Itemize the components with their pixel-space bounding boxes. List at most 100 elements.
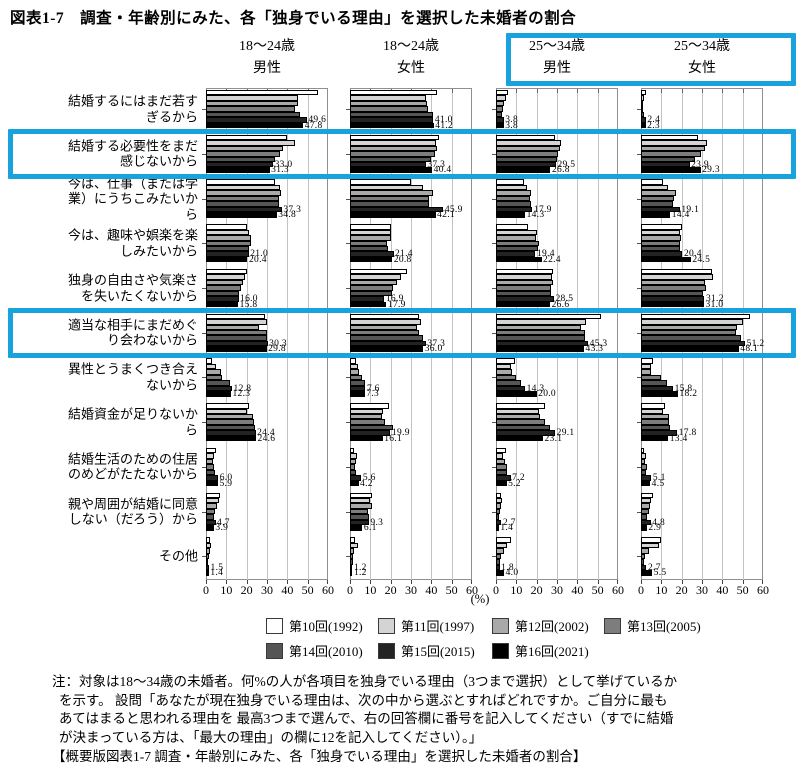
row-tick bbox=[346, 109, 350, 111]
bar-第14回(2010) bbox=[206, 469, 216, 476]
bar-第10回(1992) bbox=[496, 537, 512, 543]
axis-tick-label: 30 bbox=[261, 583, 273, 598]
bar-value-label: 45.3 bbox=[589, 338, 608, 349]
bar-第14回(2010) bbox=[496, 246, 538, 252]
bar-第10回(1992) bbox=[206, 90, 318, 96]
bar-第12回(2002) bbox=[206, 324, 259, 331]
panel-header-25-34-male: 25～34歳 男性 bbox=[495, 36, 619, 80]
legend-item: 第15回(2015) bbox=[378, 643, 488, 661]
bar-第14回(2010) bbox=[496, 469, 508, 476]
bar-value-label: 16.1 bbox=[384, 433, 403, 444]
bar-第13回(2005) bbox=[641, 240, 680, 247]
bar-第11回(1997) bbox=[350, 408, 383, 415]
note-line-4: が決まっている方は、「最大の理由」の欄に12を記入してください）。」 bbox=[59, 730, 483, 746]
bar-第15回(2015) bbox=[350, 519, 369, 526]
bar-value-label: 5.9 bbox=[219, 478, 233, 489]
bar-第11回(1997) bbox=[350, 363, 359, 370]
bar-第11回(1997) bbox=[206, 95, 298, 101]
bar-第12回(2002) bbox=[641, 458, 646, 465]
note-line-3: あてはまると思われる理由を 最高3つまで選んで、右の回答欄に番号を記入してくださ… bbox=[59, 711, 674, 727]
row-tick bbox=[492, 198, 496, 200]
bar-value-label: 23.9 bbox=[691, 160, 709, 171]
bar-value-label: 5.5 bbox=[653, 568, 667, 579]
bar-第16回(2021) bbox=[206, 391, 231, 397]
bar-第10回(1992) bbox=[350, 90, 438, 96]
bar-第15回(2015) bbox=[496, 117, 504, 123]
bar-第15回(2015) bbox=[641, 251, 683, 257]
bar-第12回(2002) bbox=[496, 279, 553, 286]
bar-value-label: 37.3 bbox=[427, 338, 446, 349]
axis-tick bbox=[577, 580, 579, 585]
bar-第15回(2015) bbox=[206, 564, 210, 571]
bar-第16回(2021) bbox=[206, 212, 277, 218]
row-tick bbox=[202, 332, 206, 334]
bar-value-label: 29.1 bbox=[556, 428, 575, 439]
axis-tick bbox=[267, 580, 268, 585]
bar-第10回(1992) bbox=[350, 447, 355, 454]
axis-tick-label: 10 bbox=[655, 583, 668, 598]
panel-header-age: 18～24歳 bbox=[239, 39, 295, 54]
bar-第13回(2005) bbox=[350, 464, 356, 470]
bar-第15回(2015) bbox=[496, 162, 556, 168]
axis-tick-label: 0 bbox=[203, 583, 209, 598]
row-tick bbox=[492, 556, 496, 558]
axis-tick-label: 30 bbox=[551, 583, 563, 598]
axis-tick bbox=[451, 89, 453, 93]
bar-第10回(1992) bbox=[641, 134, 698, 141]
bar-第16回(2021) bbox=[206, 256, 248, 263]
bar-第10回(1992) bbox=[206, 179, 276, 185]
bar-value-label: 40.4 bbox=[433, 165, 452, 176]
bar-value-label: 4.0 bbox=[505, 568, 519, 579]
bar-第14回(2010) bbox=[350, 380, 366, 386]
axis-tick bbox=[451, 580, 453, 585]
axis-tick bbox=[307, 580, 309, 585]
axis-tick-label: 50 bbox=[591, 583, 604, 598]
row-tick bbox=[202, 422, 206, 424]
bar-第16回(2021) bbox=[350, 167, 433, 173]
bar-value-label: 6.1 bbox=[363, 523, 377, 534]
row-tick bbox=[637, 198, 641, 200]
row-tick bbox=[492, 377, 496, 379]
bar-第14回(2010) bbox=[350, 424, 393, 431]
bar-第10回(1992) bbox=[496, 447, 507, 454]
bar-第14回(2010) bbox=[496, 380, 522, 386]
bar-第14回(2010) bbox=[206, 156, 276, 163]
gridline bbox=[742, 89, 744, 582]
bar-第16回(2021) bbox=[350, 391, 365, 397]
bar-value-label: 20.0 bbox=[538, 389, 556, 400]
bar-第12回(2002) bbox=[350, 503, 373, 509]
bar-第16回(2021) bbox=[641, 570, 653, 576]
bar-第11回(1997) bbox=[496, 408, 539, 415]
axis-tick bbox=[557, 580, 558, 585]
legend-swatch bbox=[266, 618, 283, 634]
bar-value-label: 5.1 bbox=[652, 473, 666, 484]
axis-tick-label: 10 bbox=[510, 583, 523, 598]
category-label: 独身の自由さや気楽さ を失いたくないから bbox=[67, 272, 198, 304]
legend-label: 第16回(2021) bbox=[515, 644, 589, 659]
axis-tick bbox=[702, 580, 703, 585]
bar-第14回(2010) bbox=[206, 290, 239, 297]
bar-value-label: 2.7 bbox=[647, 562, 661, 573]
bar-value-label: 12.8 bbox=[233, 383, 252, 394]
legend-label: 第13回(2005) bbox=[627, 619, 701, 634]
bar-第15回(2015) bbox=[496, 475, 511, 481]
bar-第12回(2002) bbox=[496, 503, 502, 509]
bar-第16回(2021) bbox=[496, 122, 504, 129]
bar-value-label: 1.4 bbox=[500, 523, 514, 534]
axis-unit-label: (%) bbox=[470, 592, 490, 606]
bar-第13回(2005) bbox=[496, 374, 517, 381]
bar-第11回(1997) bbox=[350, 542, 359, 549]
bar-第14回(2010) bbox=[496, 111, 503, 118]
bar-第13回(2005) bbox=[206, 195, 280, 202]
bar-第11回(1997) bbox=[496, 140, 562, 146]
bar-第13回(2005) bbox=[641, 285, 707, 291]
row-tick bbox=[492, 243, 496, 245]
bar-value-label: 34.8 bbox=[278, 210, 297, 221]
bar-第13回(2005) bbox=[496, 464, 508, 470]
row-tick bbox=[202, 511, 206, 513]
legend-item: 第10回(1992) bbox=[266, 618, 376, 636]
bar-value-label: 41.2 bbox=[435, 120, 454, 131]
bar-第15回(2015) bbox=[206, 430, 256, 436]
row-tick bbox=[346, 153, 350, 155]
bar-第15回(2015) bbox=[350, 475, 362, 481]
